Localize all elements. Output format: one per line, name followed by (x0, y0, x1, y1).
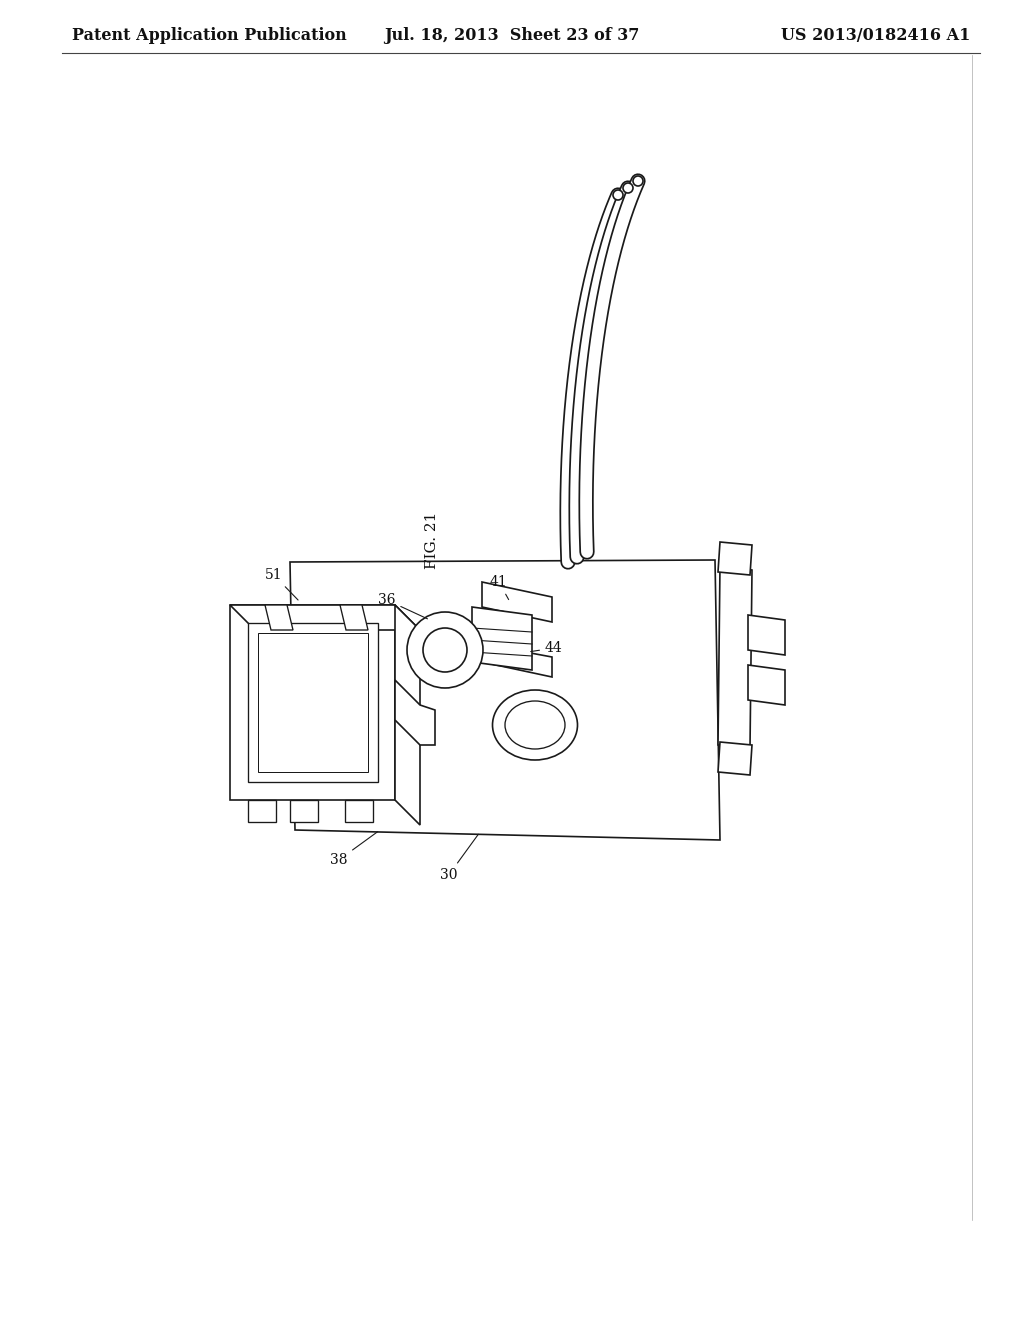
Text: 36: 36 (378, 593, 427, 619)
Text: FIG. 21: FIG. 21 (425, 511, 439, 569)
Polygon shape (748, 665, 785, 705)
Circle shape (633, 176, 643, 186)
Circle shape (623, 183, 633, 193)
Polygon shape (340, 605, 368, 630)
Polygon shape (395, 680, 435, 744)
Polygon shape (265, 605, 293, 630)
Polygon shape (482, 582, 552, 622)
Text: 41: 41 (490, 576, 509, 599)
Polygon shape (230, 605, 395, 800)
Circle shape (613, 190, 623, 201)
Text: US 2013/0182416 A1: US 2013/0182416 A1 (780, 26, 970, 44)
Text: Jul. 18, 2013  Sheet 23 of 37: Jul. 18, 2013 Sheet 23 of 37 (384, 26, 640, 44)
Polygon shape (290, 800, 318, 822)
Polygon shape (248, 623, 378, 781)
Text: 51: 51 (265, 568, 298, 601)
Polygon shape (482, 644, 552, 677)
Polygon shape (258, 634, 368, 772)
Polygon shape (718, 565, 752, 748)
Text: Patent Application Publication: Patent Application Publication (72, 26, 347, 44)
Text: 38: 38 (330, 832, 378, 867)
Polygon shape (290, 560, 720, 840)
Polygon shape (345, 800, 373, 822)
Polygon shape (472, 607, 532, 671)
Polygon shape (248, 800, 276, 822)
Polygon shape (395, 605, 420, 825)
Circle shape (407, 612, 483, 688)
Circle shape (423, 628, 467, 672)
Polygon shape (718, 742, 752, 775)
Ellipse shape (505, 701, 565, 748)
Polygon shape (718, 543, 752, 576)
Ellipse shape (493, 690, 578, 760)
Text: 44: 44 (530, 642, 563, 655)
Polygon shape (748, 615, 785, 655)
Polygon shape (230, 605, 420, 630)
Text: 30: 30 (440, 834, 478, 882)
